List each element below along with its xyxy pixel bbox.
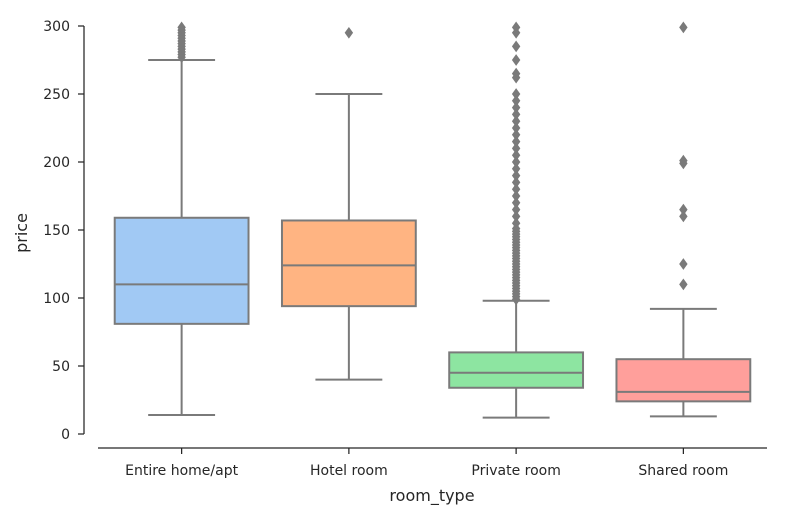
outlier-point: [511, 169, 521, 182]
outlier-point: [511, 94, 521, 107]
outlier-point: [679, 258, 688, 270]
outlier-point: [511, 190, 521, 202]
outlier-point: [679, 154, 688, 167]
outlier-point: [679, 21, 688, 34]
outlier-point: [511, 101, 521, 114]
outlier-point: [511, 115, 521, 128]
outlier-point: [511, 40, 521, 53]
y-tick-label: 200: [43, 155, 70, 171]
box-group: [280, 26, 417, 381]
outlier-point: [511, 217, 521, 230]
outlier-point: [511, 196, 521, 209]
outlier-point: [679, 210, 688, 223]
outlier-point: [511, 162, 521, 175]
outlier-point: [344, 26, 354, 39]
outlier-point: [177, 21, 186, 34]
outlier-point: [511, 176, 521, 189]
iqr-box: [615, 358, 752, 403]
x-tick-label: Private room: [471, 463, 560, 479]
outlier-point: [511, 67, 521, 80]
outlier-point: [511, 88, 521, 100]
box-group: [113, 21, 250, 416]
outlier-point: [511, 203, 521, 216]
x-tick-label: Entire home/apt: [125, 463, 238, 479]
outlier-point: [511, 183, 521, 196]
x-axis: Entire home/apt Hotel room Private room Sha…: [98, 447, 767, 479]
boxes-layer: [113, 21, 752, 419]
outlier-point: [511, 108, 521, 121]
outlier-point: [511, 210, 521, 223]
x-tick-label: Shared room: [638, 463, 728, 479]
outlier-point: [679, 278, 688, 291]
y-axis: 0 50 100 150 200 250 300: [43, 19, 85, 443]
y-tick-label: 0: [61, 427, 70, 443]
iqr-box: [113, 216, 250, 325]
x-axis-label: room_type: [389, 486, 474, 506]
box-group: [448, 21, 585, 419]
outlier-point: [511, 135, 521, 148]
box-group: [615, 21, 752, 418]
y-tick-label: 100: [43, 291, 70, 307]
y-tick-label: 50: [52, 359, 70, 375]
outlier-point: [511, 122, 521, 134]
y-tick-label: 250: [43, 87, 70, 103]
outlier-point: [511, 21, 521, 34]
outlier-point: [511, 142, 521, 155]
y-axis-label: price: [12, 213, 31, 253]
y-tick-label: 300: [43, 19, 70, 35]
iqr-box: [448, 351, 585, 389]
outlier-point: [511, 156, 521, 168]
outlier-point: [679, 203, 688, 216]
outlier-point: [511, 54, 521, 66]
outlier-point: [511, 149, 521, 162]
x-tick-label: Hotel room: [310, 463, 388, 479]
outlier-point: [511, 128, 521, 141]
y-tick-label: 150: [43, 223, 70, 239]
iqr-box: [280, 219, 417, 308]
